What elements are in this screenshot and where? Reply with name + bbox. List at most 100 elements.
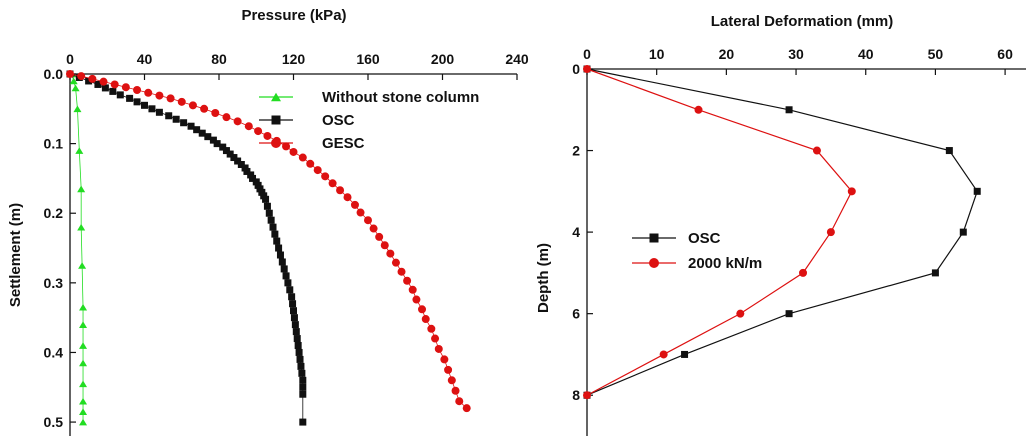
chart-1: 0 40 80 120 160 200 240 0.0 0.1 0.2 0.3 0.4 0.5 Press… (7, 7, 529, 436)
data-point (265, 209, 273, 217)
data-point (66, 70, 74, 78)
data-point (785, 106, 793, 114)
data-point (694, 105, 703, 114)
data-point (298, 153, 307, 162)
data-point (263, 131, 272, 140)
series-line (69, 73, 467, 409)
data-point (254, 127, 263, 136)
data-point (237, 161, 245, 168)
data-point (110, 80, 119, 89)
data-point (71, 84, 80, 92)
data-point (230, 154, 238, 162)
data-point (177, 97, 186, 106)
data-point (421, 315, 430, 324)
legend-marker (271, 92, 281, 102)
data-point (289, 147, 298, 156)
data-point (204, 133, 212, 141)
data-point (659, 350, 668, 359)
data-point (133, 98, 141, 106)
data-point (397, 267, 406, 276)
data-point (271, 230, 279, 238)
x-tick-label: 200 (431, 51, 455, 67)
data-point (299, 418, 307, 426)
x-tick-label: 80 (211, 51, 227, 67)
data-point (847, 187, 856, 196)
data-point (75, 147, 84, 154)
y-tick-label: 6 (572, 306, 580, 322)
data-point (282, 142, 291, 151)
legend-label: OSC (322, 112, 355, 129)
data-point (172, 115, 180, 123)
y-tick-label: 0.1 (44, 136, 64, 152)
data-point (328, 179, 337, 188)
data-point (116, 91, 124, 99)
data-point (812, 146, 821, 155)
data-point (826, 228, 835, 237)
legend-marker (649, 233, 659, 243)
data-point (386, 249, 395, 258)
y-tick-label: 0.5 (44, 414, 64, 430)
x-tick-label: 40 (858, 46, 874, 62)
data-point (141, 101, 148, 109)
legend: Without stone column OSC GESC (259, 89, 479, 152)
data-point (280, 265, 288, 273)
x-tick-label: 160 (356, 51, 380, 67)
data-point (101, 84, 109, 92)
data-point (364, 216, 372, 225)
data-point (299, 390, 307, 398)
data-point (262, 195, 270, 203)
legend-marker (271, 138, 281, 148)
x-tick-label: 40 (137, 51, 153, 67)
data-point (356, 208, 365, 217)
y-axis-title: Settlement (m) (7, 203, 24, 307)
data-point (298, 369, 306, 377)
legend-label: Without stone column (322, 89, 479, 106)
data-point (350, 200, 359, 209)
data-point (88, 74, 97, 83)
data-point (79, 359, 88, 367)
data-point (431, 334, 440, 343)
data-point (931, 269, 939, 277)
data-point (263, 202, 271, 210)
data-point (785, 310, 793, 318)
data-point (444, 365, 453, 374)
y-tick-label: 2 (572, 143, 580, 159)
data-point (244, 122, 253, 131)
data-point (73, 105, 82, 113)
data-point (293, 335, 301, 343)
data-point (166, 94, 175, 103)
data-point (343, 193, 352, 202)
data-point (380, 241, 389, 250)
data-point (180, 119, 188, 127)
series-osc (583, 65, 981, 399)
series-line (71, 73, 84, 423)
data-point (299, 383, 307, 391)
data-point (462, 404, 471, 413)
x-tick-label: 120 (282, 51, 306, 67)
data-point (109, 87, 117, 95)
data-point (276, 251, 284, 259)
series-osc (66, 70, 307, 426)
data-point (296, 355, 304, 363)
data-point (403, 276, 412, 285)
data-point (369, 224, 378, 233)
data-point (455, 397, 464, 406)
data-point (391, 258, 400, 267)
data-point (94, 80, 102, 88)
data-point (155, 91, 164, 100)
data-point (583, 391, 591, 400)
x-tick-label: 10 (649, 46, 665, 62)
data-point (243, 167, 251, 175)
legend-marker (649, 258, 659, 268)
data-point (447, 376, 456, 385)
data-point (213, 140, 221, 148)
data-point (78, 262, 87, 269)
data-point (126, 94, 134, 102)
y-tick-label: 8 (572, 387, 580, 403)
data-point (273, 237, 281, 245)
data-point (187, 122, 195, 130)
data-point (77, 223, 86, 231)
data-point (144, 88, 153, 97)
data-point (198, 129, 206, 137)
data-point (313, 166, 322, 175)
